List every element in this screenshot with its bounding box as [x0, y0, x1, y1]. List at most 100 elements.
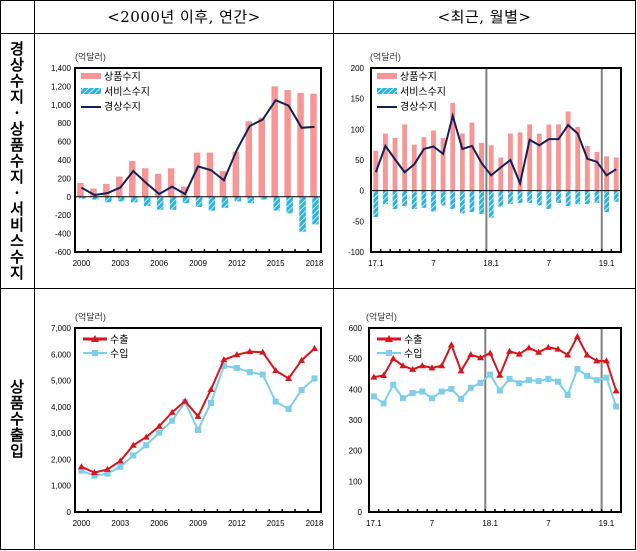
row-label-char: 지 [10, 88, 24, 106]
bar-goods-balance [116, 176, 123, 197]
marker-imports [78, 467, 85, 474]
row-label-char: 상 [10, 378, 24, 396]
bar-goods-balance [232, 151, 240, 197]
marker-exports [298, 356, 306, 363]
marker-imports [603, 374, 610, 381]
legend-marker-exports [91, 335, 99, 342]
marker-imports [117, 463, 124, 470]
y-tick-label: -400 [55, 230, 72, 239]
bar-services-balance [517, 190, 523, 203]
marker-imports [458, 395, 465, 402]
bar-services-balance [195, 196, 203, 207]
x-tick-label: 18.1 [482, 519, 498, 528]
bar-services-balance [479, 190, 484, 214]
bar-goods-balance [392, 137, 398, 191]
bar-goods-balance [90, 188, 97, 197]
chart-annual-balance: (억달러) -600 -400 -200 0 200 400 600 800 1,000 1,200… [51, 51, 324, 268]
bar-goods-balance [556, 124, 561, 191]
marker-exports [389, 355, 397, 362]
bar-services-balance [118, 196, 125, 202]
marker-exports [181, 397, 189, 404]
y-tick-label: 600 [58, 138, 72, 147]
column-header-annual: <2000년 이후, 연간> [107, 8, 261, 26]
y-tick-label: 500 [349, 355, 363, 364]
marker-exports [77, 463, 85, 470]
bar-goods-balance [546, 124, 552, 191]
marker-exports [593, 357, 601, 364]
bar-services-balance [234, 196, 242, 202]
legend-label-imports: 수입 [404, 347, 422, 360]
marker-imports [409, 390, 416, 397]
marker-imports [574, 366, 581, 373]
bar-services-balance [459, 190, 465, 214]
marker-exports [155, 422, 163, 429]
bar-goods-balance [479, 142, 484, 191]
x-tick-label: 19.1 [599, 519, 615, 528]
bar-services-balance [402, 190, 408, 206]
bar-services-balance [527, 190, 533, 203]
table-divider-header [0, 33, 636, 34]
marker-exports [168, 408, 176, 415]
bar-services-balance [536, 190, 542, 206]
legend-swatch-services-balance [377, 88, 397, 94]
legend-label-goods-balance: 상품수지 [400, 71, 437, 83]
marker-exports [380, 372, 388, 379]
marker-imports [220, 362, 227, 369]
legend-marker-imports [92, 350, 98, 356]
marker-exports [194, 412, 202, 419]
bar-goods-balance [440, 137, 446, 191]
bar-services-balance [594, 190, 600, 203]
bar-services-balance [299, 196, 306, 232]
bar-goods-balance [459, 133, 465, 191]
y-tick-label: 2,000 [51, 455, 72, 464]
bar-services-balance [508, 190, 513, 205]
y-tick-label: 0 [360, 187, 365, 196]
x-tick-label: 2000 [73, 259, 91, 268]
marker-imports [584, 372, 591, 379]
y-tick-label: 6,000 [51, 350, 72, 359]
bar-goods-balance [584, 145, 590, 191]
marker-imports [104, 470, 111, 477]
y-tick-label: 400 [58, 156, 72, 165]
row-label-char: 수 [10, 72, 24, 90]
marker-imports [487, 371, 494, 378]
marker-imports [233, 364, 240, 371]
marker-exports [496, 371, 504, 378]
bar-goods-balance [527, 124, 533, 191]
marker-exports [583, 351, 591, 358]
legend-label-services-balance: 서비스수지 [104, 86, 150, 98]
marker-exports [90, 469, 98, 476]
bar-goods-balance [469, 122, 475, 191]
x-tick-label: 7 [430, 519, 435, 528]
marker-imports [259, 371, 266, 378]
y-tick-label: -200 [55, 211, 72, 220]
marker-imports [545, 375, 552, 382]
x-tick-label: 2006 [150, 259, 168, 268]
x-tick-label: 19.1 [599, 259, 615, 268]
table-border-top [0, 0, 636, 1]
row-label-char: 경 [10, 40, 24, 58]
x-tick-label: 17.1 [368, 259, 384, 268]
marker-exports [246, 348, 254, 355]
marker-imports [156, 429, 163, 436]
marker-imports [370, 393, 377, 400]
bar-goods-balance [411, 144, 417, 191]
column-header-monthly: <최근, 월별> [437, 8, 532, 26]
marker-imports [593, 377, 600, 384]
row-label-char: 수 [10, 152, 24, 170]
bar-goods-balance [488, 145, 494, 191]
marker-imports [285, 405, 292, 412]
y-tick-label: 1,200 [51, 82, 72, 91]
bar-goods-balance [594, 152, 600, 191]
bar-services-balance [450, 190, 456, 210]
marker-imports [272, 398, 279, 405]
marker-imports [477, 379, 484, 386]
bar-goods-balance [284, 90, 291, 197]
marker-imports [380, 400, 387, 407]
row-label-char: 지 [10, 168, 24, 186]
bar-goods-balance [180, 186, 188, 197]
marker-exports [573, 333, 581, 340]
marker-exports [438, 362, 446, 369]
bar-services-balance [469, 190, 475, 213]
